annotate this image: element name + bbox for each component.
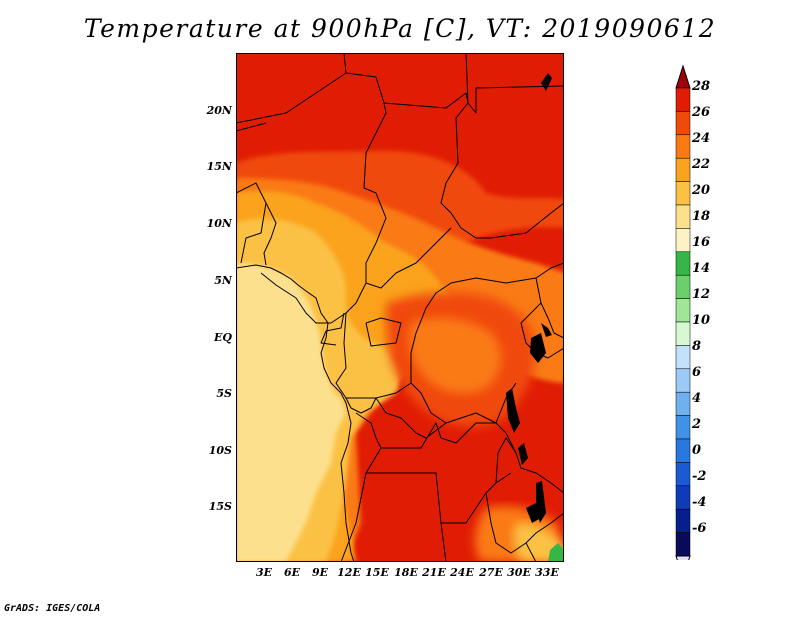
lon-label-30e: 30E [507, 566, 531, 579]
colorbar-swatch [675, 298, 691, 323]
lon-label-33e: 33E [535, 566, 559, 579]
cb-label-24: 24 [692, 131, 711, 146]
cb-label-2: 2 [692, 417, 702, 432]
cb-label-6: 6 [692, 365, 702, 380]
cb-label-16: 16 [692, 235, 711, 250]
cb-label-neg2: -2 [692, 469, 707, 484]
lat-label-5n: 5N [214, 274, 232, 287]
colorbar-swatch [675, 438, 691, 463]
colorbar-swatch [675, 274, 691, 299]
cb-label-neg4: -4 [692, 495, 707, 510]
colorbar-swatch [675, 508, 691, 533]
colorbar-swatch [675, 345, 691, 370]
lat-label-15s: 15S [208, 500, 232, 513]
lon-label-27e: 27E [479, 566, 503, 579]
lon-label-9e: 9E [311, 566, 329, 579]
colorbar-swatch [675, 368, 691, 393]
colorbar-swatch [675, 321, 691, 346]
colorbar-swatch [675, 134, 691, 159]
colorbar-swatch [675, 111, 691, 136]
lat-label-eq: EQ [214, 331, 232, 344]
colorbar-swatch [675, 462, 691, 487]
colorbar-swatch [675, 157, 691, 182]
colorbar-bottom-arrow [675, 555, 691, 560]
colorbar-swatch [675, 532, 691, 557]
cb-label-8: 8 [692, 339, 702, 354]
colorbar-swatch [675, 181, 691, 206]
colorbar-swatch [675, 415, 691, 440]
field-green-patch [548, 543, 564, 562]
cb-label-10: 10 [692, 313, 711, 328]
cb-label-14: 14 [692, 261, 711, 276]
field-basin-mid [409, 317, 502, 394]
country-borders [236, 53, 564, 562]
lat-label-5s: 5S [216, 387, 232, 400]
colorbar-swatch [675, 228, 691, 253]
lon-label-18e: 18E [394, 566, 418, 579]
colorbar [675, 64, 691, 560]
colorbar-top-arrow [675, 64, 691, 89]
lat-label-15n: 15N [206, 160, 232, 173]
cb-label-neg6: -6 [692, 521, 707, 536]
cb-label-28: 28 [692, 79, 711, 94]
coastline [236, 264, 355, 562]
cb-label-22: 22 [692, 157, 711, 172]
colorbar-swatch [675, 391, 691, 416]
lon-label-12e: 12E [337, 566, 361, 579]
lon-label-24e: 24E [450, 566, 474, 579]
temperature-map [236, 53, 564, 562]
cb-label-12: 12 [692, 287, 711, 302]
colorbar-swatch [675, 251, 691, 276]
cb-label-0: 0 [692, 443, 702, 458]
lat-label-10s: 10S [208, 444, 232, 457]
colorbar-swatch [675, 87, 691, 112]
map-frame [236, 53, 564, 562]
cb-label-26: 26 [692, 105, 711, 120]
colorbar-swatch [675, 204, 691, 229]
map-title: Temperature at 900hPa [C], VT: 201909061… [83, 14, 717, 43]
lon-label-3e: 3E [255, 566, 273, 579]
lon-label-15e: 15E [365, 566, 389, 579]
lat-label-10n: 10N [206, 217, 232, 230]
cb-label-20: 20 [692, 183, 711, 198]
cb-label-4: 4 [692, 391, 702, 406]
cb-label-18: 18 [692, 209, 711, 224]
colorbar-swatch [675, 485, 691, 510]
footer-credit: GrADS: IGES/COLA [4, 603, 101, 614]
lat-label-20n: 20N [206, 104, 232, 117]
lakes [506, 73, 552, 523]
map-canvas [236, 53, 564, 562]
field-16-18 [236, 263, 346, 562]
lon-label-6e: 6E [283, 566, 301, 579]
lon-label-21e: 21E [422, 566, 446, 579]
